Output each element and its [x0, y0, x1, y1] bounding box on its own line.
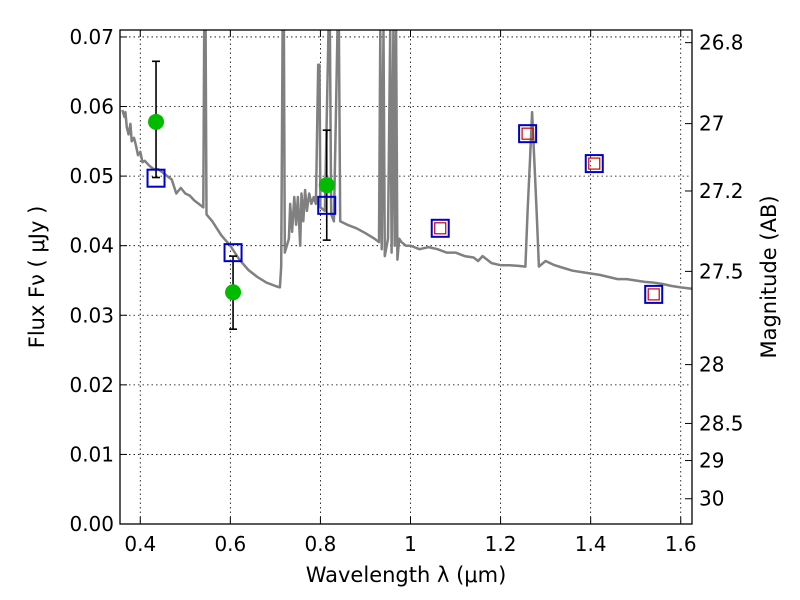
- y2-tick-label: 27: [699, 112, 724, 136]
- sed-line: [121, 30, 692, 291]
- x-tick-label: 0.6: [214, 532, 246, 556]
- y2-tick-label: 28.5: [699, 411, 744, 435]
- y-tick-label: 0.02: [69, 373, 114, 397]
- model-photometry-point: [518, 124, 538, 144]
- y2-tick-label: 29: [699, 449, 724, 473]
- y-axis-title: Flux Fν ( μJy ): [25, 206, 49, 349]
- x-tick-label: 1.4: [575, 532, 607, 556]
- x-tick-labels: 0.4 0.6 0.8 1 1.2 1.4 1.6: [124, 532, 696, 556]
- model-photometry-point: [644, 284, 664, 304]
- x-axis-title: Wavelength λ (μm): [306, 563, 507, 587]
- x-tick-label: 1.6: [665, 532, 697, 556]
- x-tick-label: 1.2: [485, 532, 517, 556]
- x-tick-label: 1: [404, 532, 417, 556]
- y2-tick-label: 27.2: [699, 179, 744, 203]
- y2-tick-label: 28: [699, 353, 724, 377]
- upper-points: [434, 127, 660, 301]
- y2-axis-title: Magnitude (AB): [757, 195, 781, 358]
- axis-ticks: [120, 30, 692, 525]
- upper-point: [434, 222, 447, 235]
- y2-tick-label: 26.8: [699, 31, 744, 55]
- model-photometry-point: [146, 168, 166, 188]
- y-tick-label: 0.06: [69, 95, 114, 119]
- model-photometry-point: [584, 154, 604, 174]
- model-photometry-point: [317, 195, 337, 215]
- y-tick-label: 0.01: [69, 442, 114, 466]
- sed-model-curve: [121, 30, 692, 291]
- model-photometry-points: [146, 124, 664, 304]
- x-tick-label: 0.8: [305, 532, 337, 556]
- model-photometry-point: [430, 218, 450, 238]
- observed-points: [148, 113, 335, 301]
- observed-point: [225, 284, 242, 301]
- y2-tick-labels: 26.8 27 27.2 27.5 28 28.5 29 30: [699, 31, 744, 511]
- y-tick-label: 0.07: [69, 25, 114, 49]
- x-tick-label: 0.4: [124, 532, 156, 556]
- observed-point: [318, 177, 335, 194]
- y2-tick-label: 27.5: [699, 259, 744, 283]
- model-photometry-point: [223, 243, 243, 263]
- y2-tick-label: 30: [699, 487, 724, 511]
- upper-point: [521, 127, 534, 140]
- y-tick-label: 0.05: [69, 164, 114, 188]
- y-tick-labels: 0.00 0.01 0.02 0.03 0.04 0.05 0.06 0.07: [69, 25, 114, 536]
- y-tick-label: 0.00: [69, 512, 114, 536]
- upper-point: [647, 288, 660, 301]
- observed-point: [148, 113, 165, 130]
- y-tick-label: 0.03: [69, 303, 114, 327]
- plot-frame: [119, 29, 693, 525]
- upper-point: [588, 157, 601, 170]
- y-tick-label: 0.04: [69, 234, 114, 258]
